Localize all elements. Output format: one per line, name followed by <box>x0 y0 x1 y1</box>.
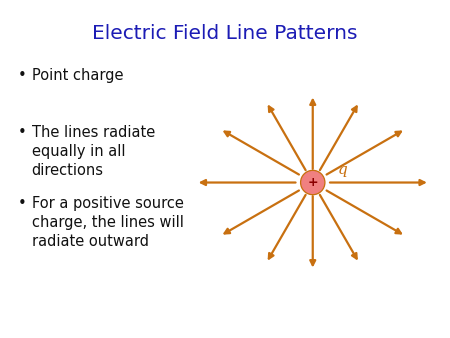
Text: q: q <box>338 164 347 177</box>
Text: Point charge: Point charge <box>32 68 123 82</box>
Text: The lines radiate
equally in all
directions: The lines radiate equally in all directi… <box>32 125 155 178</box>
Ellipse shape <box>301 170 325 195</box>
Text: •: • <box>18 68 27 82</box>
Text: •: • <box>18 125 27 140</box>
Ellipse shape <box>302 172 324 193</box>
Text: For a positive source
charge, the lines will
radiate outward: For a positive source charge, the lines … <box>32 196 184 249</box>
Text: •: • <box>18 196 27 211</box>
Text: +: + <box>307 176 318 189</box>
Text: Electric Field Line Patterns: Electric Field Line Patterns <box>92 24 358 43</box>
